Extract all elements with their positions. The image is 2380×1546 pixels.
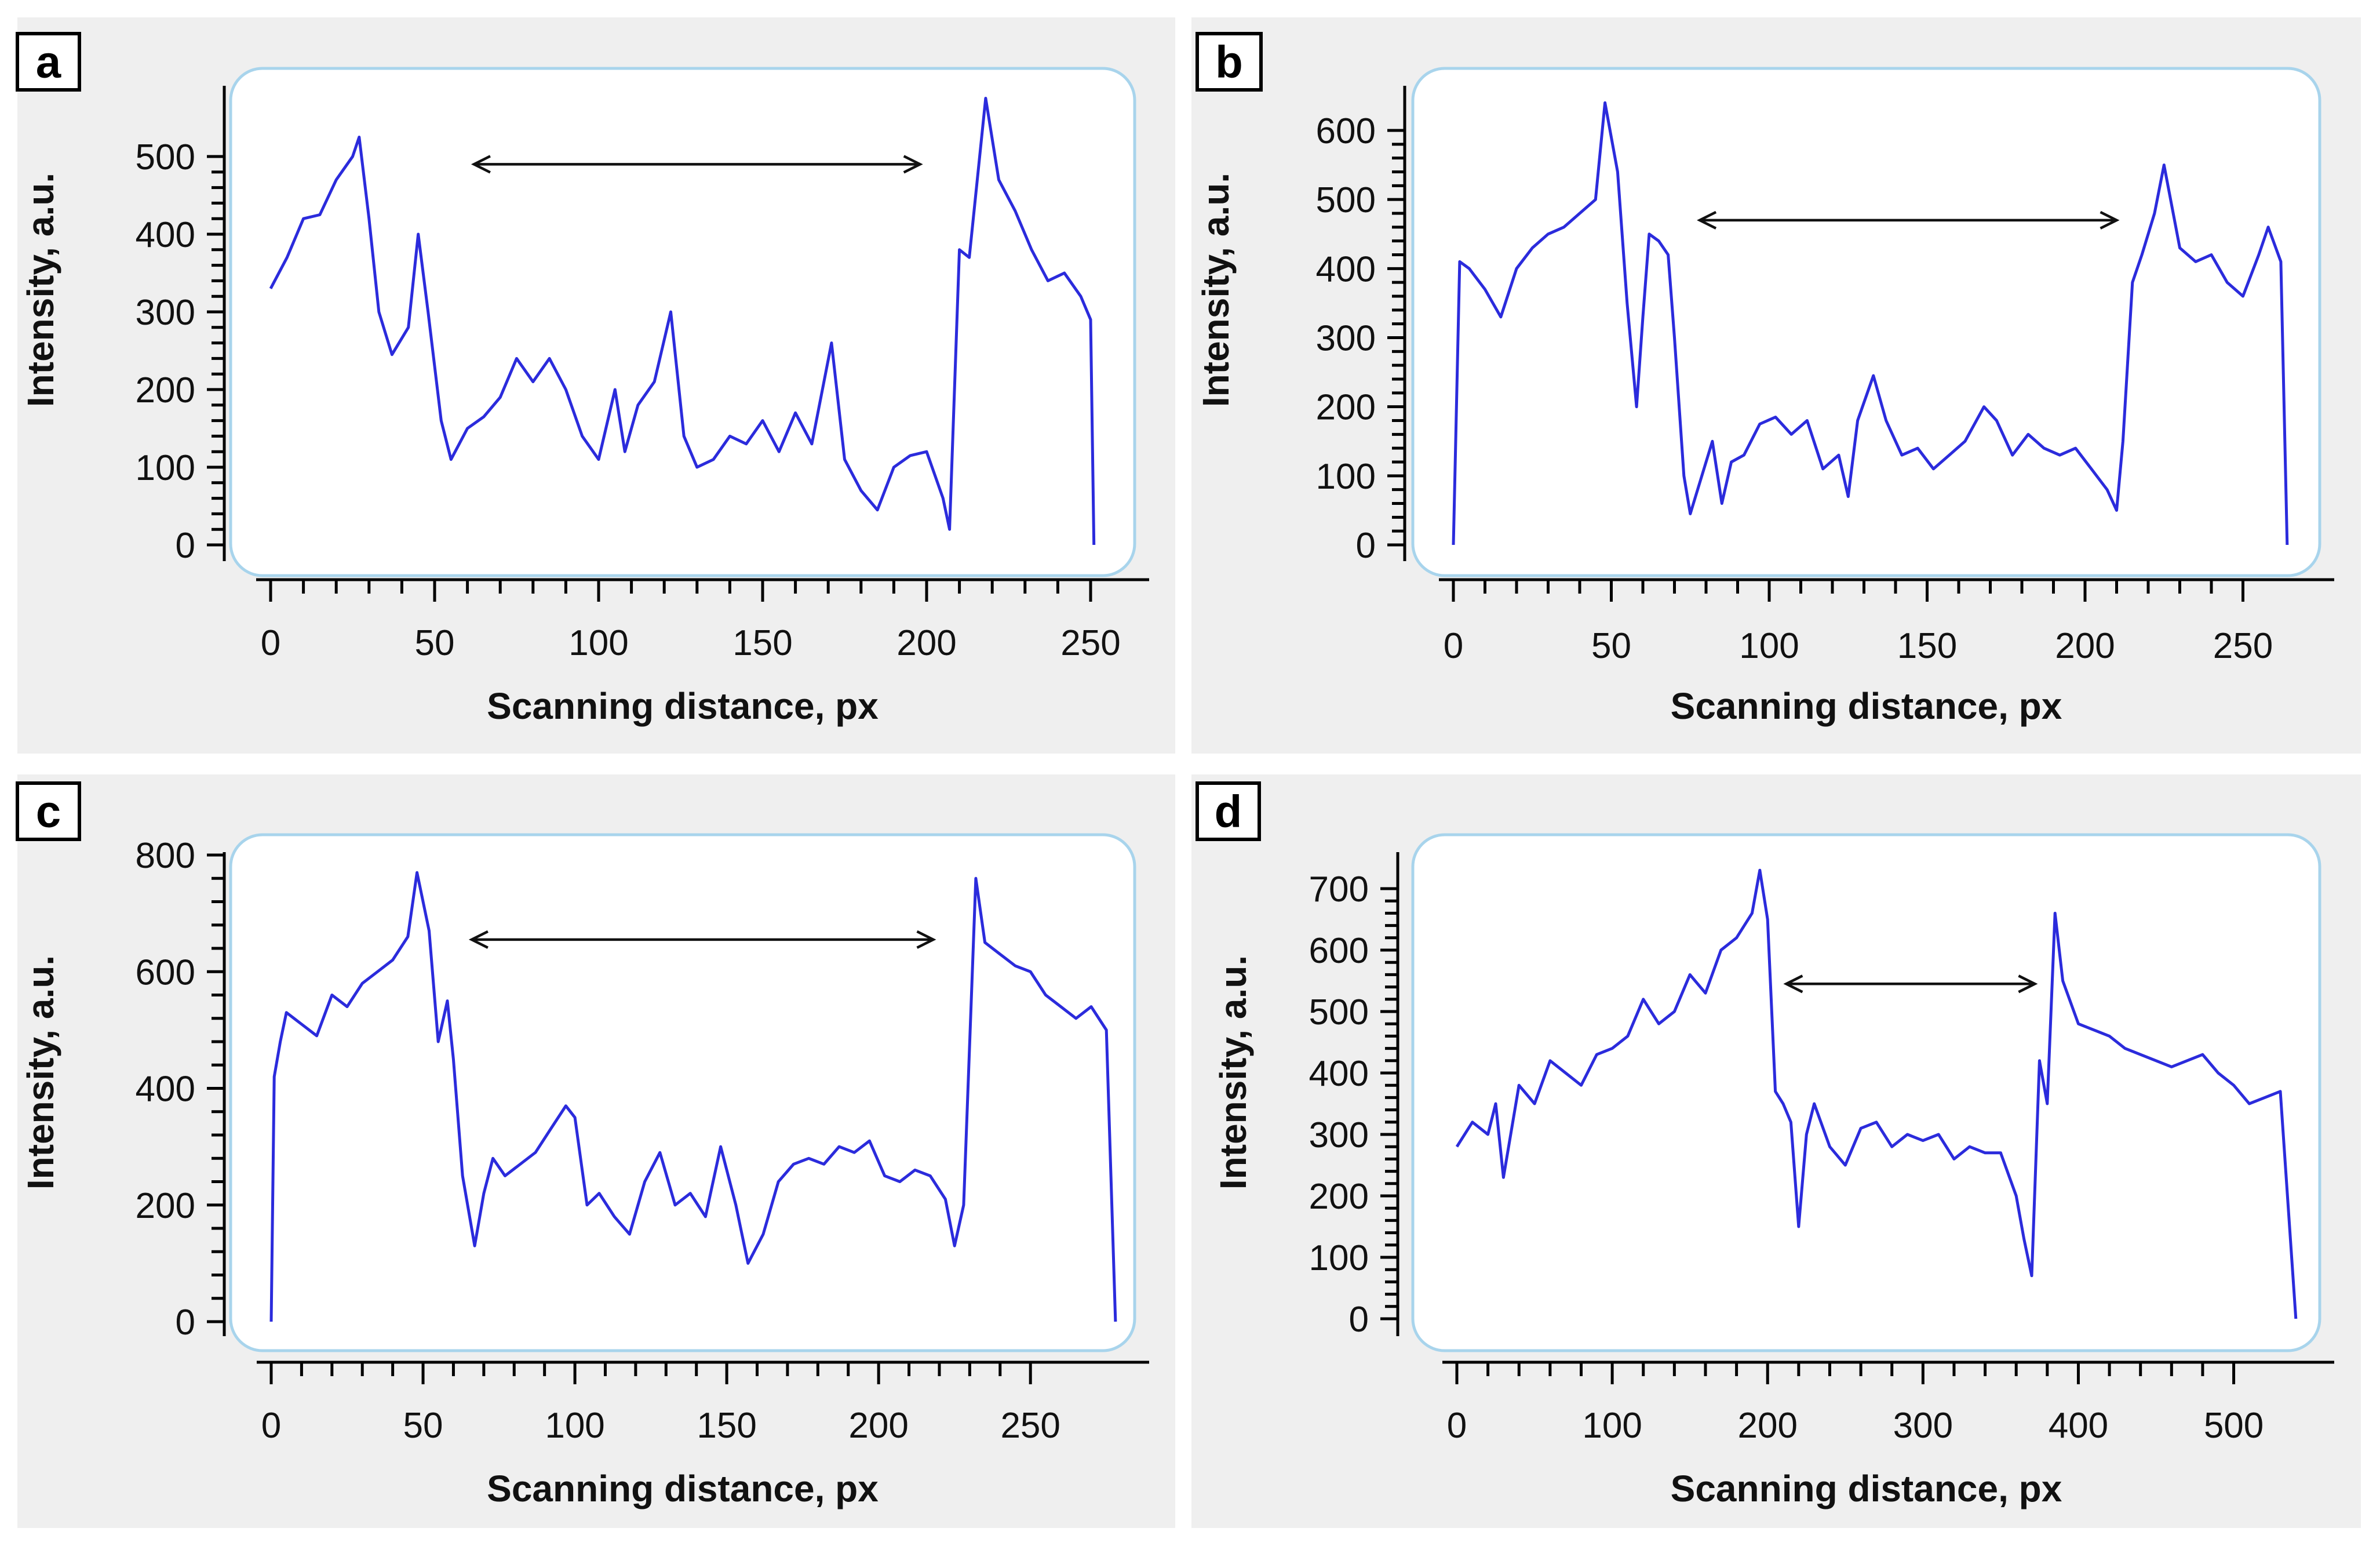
y-tick-label: 300 [1316, 319, 1376, 359]
x-tick-label: 150 [732, 623, 792, 663]
x-tick-label: 0 [261, 623, 280, 663]
x-tick-label: 200 [848, 1406, 908, 1446]
x-tick-label: 200 [2055, 626, 2115, 666]
double-arrow [468, 930, 936, 949]
y-axis-title: Intensity, a.u. [1195, 173, 1237, 407]
series-line [1452, 101, 2289, 545]
panel-a: a 0 50 100 150 200 250 0 100 200 300 400 500 Scanning… [16, 17, 1175, 754]
y-tick-label: 100 [1309, 1238, 1369, 1278]
double-arrow [1697, 210, 2120, 230]
x-tick-label: 100 [545, 1406, 604, 1446]
y-tick-label: 600 [1309, 931, 1369, 971]
x-tick-label: 50 [1591, 626, 1631, 666]
x-tick-label: 250 [1060, 623, 1120, 663]
y-axis-title: Intensity, a.u. [1212, 955, 1254, 1189]
y-tick-label: 300 [1309, 1115, 1369, 1155]
panel-letter-box [16, 32, 81, 92]
x-axis-title: Scanning distance, px [487, 1468, 879, 1509]
x-tick-label: 150 [1897, 626, 1957, 666]
x-axis-title: Scanning distance, px [1671, 1468, 2062, 1509]
x-tick-label: 50 [403, 1406, 443, 1446]
x-tick-label: 500 [2204, 1406, 2264, 1446]
arrow-head-right [916, 930, 936, 949]
y-tick-label: 500 [136, 137, 195, 177]
series-line [269, 97, 1096, 545]
x-tick-label: 250 [2213, 626, 2273, 666]
plot-area [229, 833, 1136, 1352]
y-tick-label: 0 [176, 526, 195, 566]
y-tick-label: 300 [136, 293, 195, 333]
y-tick-label: 400 [1309, 1054, 1369, 1094]
arrow-head-left [1697, 210, 1717, 230]
panel-letter: b [1215, 37, 1243, 88]
x-tick-label: 150 [697, 1406, 756, 1446]
x-tick-label: 200 [896, 623, 956, 663]
y-tick-label: 400 [1316, 249, 1376, 289]
series-line [1455, 868, 2298, 1319]
panel-letter: c [36, 786, 61, 837]
panel-letter: d [1215, 786, 1242, 837]
x-tick-label: 0 [1444, 626, 1463, 666]
plot-area [229, 67, 1136, 577]
y-tick-label: 400 [136, 215, 195, 255]
y-tick-label: 800 [136, 836, 195, 876]
y-axis-title: Intensity, a.u. [20, 955, 61, 1189]
y-tick-label: 500 [1316, 180, 1376, 220]
y-tick-label: 600 [136, 952, 195, 992]
panel-letter-box [1196, 781, 1261, 841]
y-tick-label: 700 [1309, 870, 1369, 910]
x-tick-label: 0 [1447, 1406, 1467, 1446]
x-tick-label: 0 [261, 1406, 281, 1446]
y-tick-label: 0 [176, 1303, 195, 1343]
x-axis-title: Scanning distance, px [1671, 685, 2062, 727]
plot-area [1411, 833, 2321, 1352]
y-tick-label: 500 [1309, 992, 1369, 1032]
arrow-head-right [2018, 974, 2038, 994]
x-tick-label: 100 [1739, 626, 1799, 666]
series-line [269, 871, 1117, 1322]
y-tick-label: 0 [1356, 526, 1376, 566]
y-tick-label: 200 [1309, 1177, 1369, 1217]
x-tick-label: 300 [1893, 1406, 1953, 1446]
panel-b: b 0 50 100 150 200 250 0 100 200 300 400 500 600 Scann… [1191, 17, 2361, 754]
panel-letter-box [16, 781, 81, 841]
y-tick-label: 200 [136, 370, 195, 410]
x-tick-label: 200 [1737, 1406, 1797, 1446]
arrow-head-right [903, 155, 923, 174]
y-tick-label: 200 [136, 1186, 195, 1226]
y-tick-label: 600 [1316, 111, 1376, 151]
double-arrow [1783, 974, 2038, 994]
double-arrow [471, 155, 923, 174]
plot-area [1411, 67, 2321, 577]
panel-c: c 0 50 100 150 200 250 0 200 400 600 800 Scanning di… [16, 774, 1175, 1528]
arrow-head-left [468, 930, 489, 949]
arrow-head-left [1783, 974, 1803, 994]
y-tick-label: 100 [136, 448, 195, 488]
x-tick-label: 50 [415, 623, 455, 663]
x-tick-label: 250 [1000, 1406, 1060, 1446]
arrow-head-left [471, 155, 491, 174]
y-tick-label: 0 [1349, 1300, 1369, 1340]
x-axis-title: Scanning distance, px [487, 685, 879, 727]
arrow-head-right [2100, 210, 2120, 230]
x-tick-label: 100 [568, 623, 628, 663]
x-tick-label: 400 [2049, 1406, 2108, 1446]
panel-letter: a [36, 37, 61, 88]
x-tick-label: 100 [1582, 1406, 1642, 1446]
y-axis-title: Intensity, a.u. [20, 173, 61, 407]
y-tick-label: 400 [136, 1070, 195, 1110]
y-tick-label: 100 [1316, 457, 1376, 497]
panel-letter-box [1196, 32, 1263, 92]
panel-d: d 0 100 200 300 400 500 0 100 200 300 400 500 600 700 S… [1191, 774, 2361, 1528]
y-tick-label: 200 [1316, 388, 1376, 428]
